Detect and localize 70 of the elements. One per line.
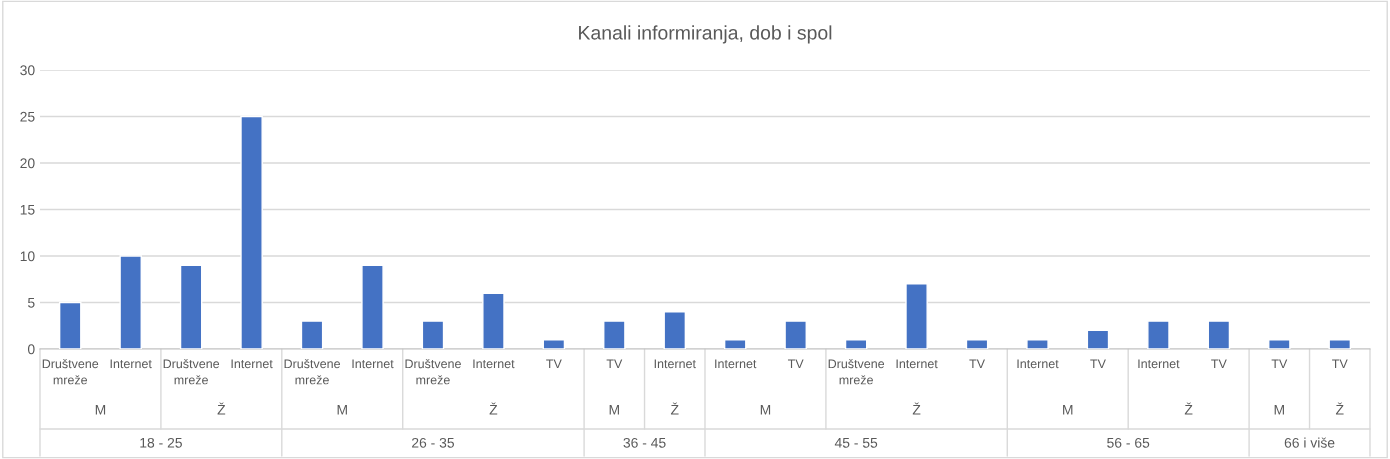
bar	[1026, 339, 1049, 349]
x-tick-label: TV	[1271, 359, 1288, 369]
text: M	[760, 405, 771, 415]
text: M	[95, 405, 106, 415]
text: Ž	[489, 402, 498, 415]
x-tick-label: Društvene mreže	[42, 358, 99, 385]
text: 66 i više	[1284, 437, 1335, 448]
x-tick-label: TV	[1211, 359, 1227, 369]
y-tick-label: 10	[20, 251, 35, 262]
bar	[1147, 320, 1170, 349]
bar	[965, 339, 989, 349]
x-tick-label: TV	[1332, 359, 1348, 369]
x-tick-label: Internet	[1138, 359, 1180, 369]
y-tick-label: 20	[20, 158, 35, 169]
bar	[603, 320, 626, 349]
bar	[663, 311, 687, 349]
x-tick-label: Internet	[231, 359, 273, 369]
y-tick-label: 5	[27, 297, 35, 308]
x-tick-label: Društvene mreže	[284, 358, 340, 385]
bar	[905, 283, 928, 349]
bar	[1268, 339, 1291, 349]
y-tick-label: 0	[27, 344, 35, 355]
text: 18 - 25	[140, 437, 182, 448]
bar	[119, 255, 142, 349]
x-tick-label: TV	[1090, 359, 1106, 369]
text: 45 - 55	[834, 438, 878, 448]
text: Ž	[670, 402, 679, 415]
bar	[1086, 329, 1110, 349]
bar	[784, 320, 807, 349]
y-tick-label: 25	[20, 111, 35, 122]
bar	[723, 339, 747, 349]
x-tick-label: TV	[546, 359, 562, 369]
x-tick-label: Društvene mreže	[405, 358, 461, 385]
x-tick-label: TV	[606, 359, 623, 369]
x-tick-label: Internet	[110, 359, 152, 369]
y-tick-label: 30	[20, 65, 35, 76]
bar	[421, 320, 445, 349]
x-tick-label: Internet	[654, 359, 696, 369]
text: Ž	[1184, 402, 1193, 415]
bar	[1207, 320, 1231, 349]
bar	[1328, 339, 1352, 349]
bar	[300, 320, 324, 349]
text: Ž	[1335, 402, 1344, 415]
x-tick-label: Internet	[1017, 359, 1059, 369]
x-tick-label: Internet	[896, 359, 938, 369]
bar	[58, 301, 82, 349]
text: 36 - 45	[623, 437, 666, 448]
bar	[844, 339, 868, 349]
x-tick-label: Društvene mreže	[828, 358, 885, 385]
text: M	[1274, 405, 1284, 415]
text: M	[1063, 405, 1073, 415]
x-tick-label: Internet	[473, 359, 515, 369]
text: Ž	[912, 402, 921, 415]
text: Ž	[217, 402, 226, 415]
y-tick-label: 15	[20, 204, 35, 215]
x-tick-label: Internet	[352, 359, 394, 369]
x-tick-label: Društvene mreže	[163, 358, 220, 385]
bar	[361, 264, 384, 349]
x-tick-label: Internet	[715, 359, 757, 369]
text: M	[337, 405, 347, 415]
x-tick-label: TV	[787, 359, 804, 369]
bar	[482, 292, 505, 349]
bar	[542, 339, 566, 349]
text: 26 - 35	[412, 437, 454, 448]
x-tick-label: TV	[969, 359, 985, 369]
text: 56 - 65	[1107, 437, 1150, 448]
bar	[179, 264, 203, 349]
text: M	[609, 405, 619, 415]
chart-title: Kanali informiranja, dob i spol	[579, 25, 832, 44]
bar	[240, 115, 263, 349]
